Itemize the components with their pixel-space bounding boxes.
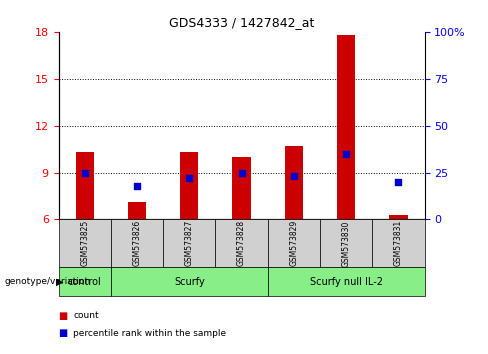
Title: GDS4333 / 1427842_at: GDS4333 / 1427842_at bbox=[169, 16, 314, 29]
Text: GSM573829: GSM573829 bbox=[289, 220, 298, 267]
Point bbox=[290, 173, 298, 179]
Point bbox=[185, 175, 193, 181]
Point bbox=[81, 170, 89, 175]
Text: percentile rank within the sample: percentile rank within the sample bbox=[73, 329, 226, 338]
Text: GSM573831: GSM573831 bbox=[394, 220, 403, 267]
Text: count: count bbox=[73, 311, 99, 320]
Bar bbox=[232, 157, 251, 219]
Point bbox=[238, 170, 245, 175]
Text: GSM573828: GSM573828 bbox=[237, 220, 246, 267]
Point bbox=[394, 179, 402, 185]
Bar bbox=[337, 35, 355, 219]
Point bbox=[342, 151, 350, 156]
Text: GSM573827: GSM573827 bbox=[185, 220, 194, 267]
Bar bbox=[76, 152, 94, 219]
Text: GSM573825: GSM573825 bbox=[80, 220, 89, 267]
Text: genotype/variation: genotype/variation bbox=[5, 277, 91, 286]
Text: ▶: ▶ bbox=[56, 277, 63, 287]
Text: ■: ■ bbox=[59, 311, 68, 321]
Text: ■: ■ bbox=[59, 329, 68, 338]
Point bbox=[133, 183, 141, 189]
Text: GSM573830: GSM573830 bbox=[342, 220, 351, 267]
Text: control: control bbox=[68, 277, 102, 287]
Bar bbox=[389, 215, 407, 219]
Bar bbox=[128, 202, 146, 219]
Text: GSM573826: GSM573826 bbox=[132, 220, 142, 267]
Bar bbox=[180, 152, 199, 219]
Bar bbox=[285, 146, 303, 219]
Text: Scurfy: Scurfy bbox=[174, 277, 204, 287]
Text: Scurfy null IL-2: Scurfy null IL-2 bbox=[309, 277, 383, 287]
